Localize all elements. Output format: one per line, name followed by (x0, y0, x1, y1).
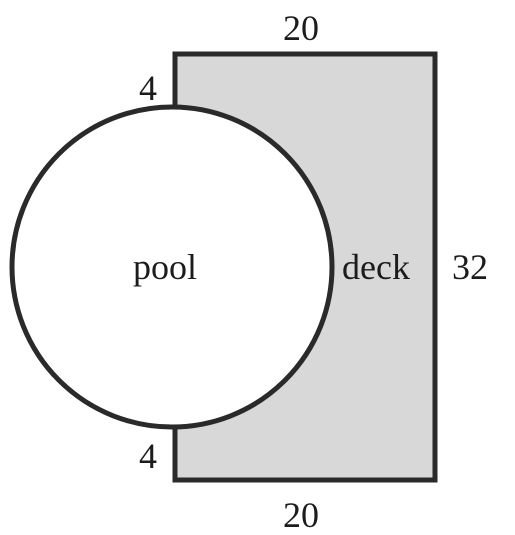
top-width-label: 20 (283, 8, 319, 48)
pool-circle (9, 104, 335, 430)
right-height-label: 32 (452, 247, 488, 287)
bottom-gap-label: 4 (139, 436, 157, 476)
deck-label: deck (342, 247, 410, 287)
bottom-width-label: 20 (283, 495, 319, 535)
pool-label: pool (133, 247, 198, 287)
top-gap-label: 4 (139, 68, 157, 108)
